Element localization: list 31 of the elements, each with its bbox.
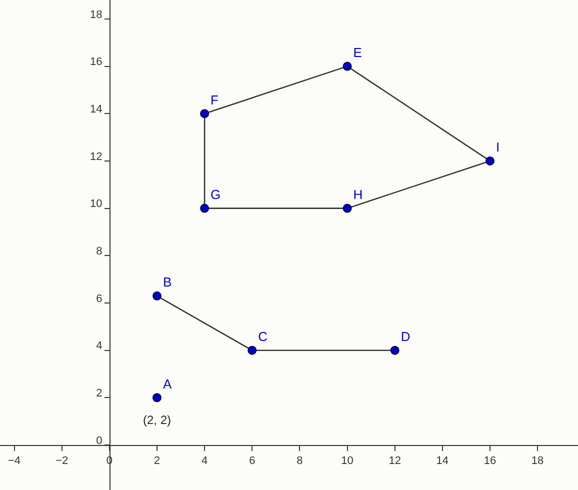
x-tick-label: 18 [531,455,544,468]
x-tick-label: 2 [154,455,160,468]
data-label: G [210,187,221,202]
x-tick-label: 4 [201,455,208,468]
y-tick-label: 6 [96,292,102,305]
x-tick-label: 16 [484,455,496,468]
y-tick-label: 12 [90,150,102,163]
y-tick-label: 10 [90,198,102,210]
annotation: (2, 2) [143,413,172,427]
data-label: F [210,92,219,108]
x-tick-label: 12 [388,455,401,468]
x-tick-label: 14 [436,455,449,468]
y-tick-label: 16 [90,56,102,68]
y-tick-label: 4 [96,340,102,352]
x-tick-label: 8 [296,455,303,468]
x-tick-label: 10 [341,455,354,468]
x-tick-label: 6 [249,455,256,468]
y-tick-label: 18 [90,8,102,21]
data-label: C [258,329,268,344]
x-tick-label: −4 [8,455,21,468]
data-label: A [162,376,172,392]
data-label: I [496,140,500,155]
x-tick-label: −2 [56,455,68,468]
data-label: B [162,274,172,290]
y-tick-label: 14 [90,103,102,116]
data-label: E [353,45,362,60]
data-label: D [400,329,410,344]
y-tick-label: 8 [96,246,102,258]
data-label: H [353,187,363,202]
y-tick-label: 0 [96,434,102,447]
y-tick-label: 2 [96,388,102,400]
